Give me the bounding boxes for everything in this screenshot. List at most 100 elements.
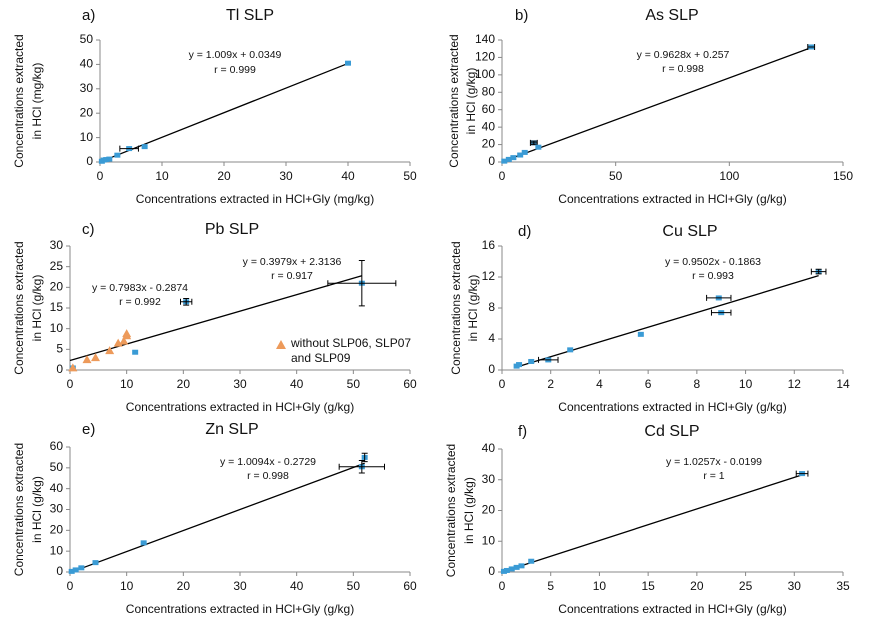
y-axis-label: in HCl (g/kg) [30, 476, 44, 543]
y-tick-label: 10 [482, 533, 496, 547]
point [567, 347, 574, 353]
y-tick-label: 30 [50, 238, 64, 252]
x-tick-label: 5 [547, 579, 554, 593]
panel-label: e) [82, 421, 95, 438]
panel-title: Tl SLP [226, 7, 274, 24]
annotation: r = 0.998 [662, 63, 704, 75]
x-tick-label: 8 [694, 377, 701, 391]
y-tick-label: 4 [488, 331, 495, 345]
annotation: y = 0.3979x + 2.3136 [243, 256, 342, 268]
x-error-bar [807, 43, 816, 50]
x-tick-label: 4 [596, 377, 603, 391]
x-tick-label: 6 [645, 377, 652, 391]
x-tick-label: 0 [67, 579, 74, 593]
y-error-bar [815, 268, 822, 275]
point [503, 567, 510, 573]
point [513, 564, 520, 570]
point [140, 540, 147, 546]
annotation: r = 0.993 [692, 270, 734, 282]
y-axis-label: Concentrations extracted [449, 241, 463, 374]
point [78, 565, 85, 571]
x-tick-label: 20 [177, 579, 191, 593]
y-tick-label: 0 [56, 362, 63, 376]
y-tick-label: 15 [50, 300, 64, 314]
x-tick-label: 0 [499, 377, 506, 391]
x-tick-label: 50 [403, 169, 417, 183]
point [528, 558, 535, 564]
y-axis-label: in HCl (g/kg) [466, 275, 480, 342]
x-tick-label: 30 [788, 579, 802, 593]
point [528, 358, 535, 364]
trendline [99, 62, 349, 163]
point [516, 362, 523, 368]
x-tick-label: 50 [347, 377, 361, 391]
point [92, 560, 99, 566]
x-tick-label: 50 [609, 169, 623, 183]
x-tick-label: 20 [177, 377, 191, 391]
y-tick-label: 10 [50, 543, 64, 557]
x-tick-label: 20 [217, 169, 231, 183]
x-tick-label: 0 [499, 579, 506, 593]
point [68, 363, 78, 372]
y-axis-label: in HCl (mg/kg) [30, 63, 44, 140]
x-tick-label: 15 [641, 579, 655, 593]
legend-label: without SLP06, SLP07 and SLP09 [291, 336, 412, 365]
y-tick-label: 20 [80, 105, 94, 119]
x-tick-label: 20 [690, 579, 704, 593]
point [132, 349, 139, 355]
x-axis-label: Concentrations extracted in HCl+Gly (g/k… [558, 192, 786, 206]
y-tick-label: 20 [482, 503, 496, 517]
panel-title: As SLP [645, 7, 698, 24]
annotation: r = 1 [703, 470, 724, 482]
y-axis-label: in HCl (g/kg) [464, 68, 478, 135]
panel-title: Pb SLP [205, 221, 259, 238]
panel-label: a) [82, 7, 95, 24]
panel-label: d) [518, 223, 531, 240]
y-tick-label: 8 [488, 300, 495, 314]
point [501, 158, 508, 164]
x-axis-label: Concentrations extracted in HCl+Gly (g/k… [558, 400, 786, 414]
x-tick-label: 2 [547, 377, 554, 391]
y-tick-label: 40 [482, 119, 496, 133]
y-tick-label: 100 [475, 67, 495, 81]
y-axis-label: in HCl (g/kg) [30, 275, 44, 342]
annotation: r = 0.998 [247, 470, 289, 482]
y-tick-label: 140 [475, 32, 495, 46]
x-tick-label: 0 [67, 377, 74, 391]
y-axis-label: Concentrations extracted [12, 34, 26, 167]
y-error-bar [183, 297, 190, 306]
x-tick-label: 10 [155, 169, 169, 183]
point [114, 152, 121, 158]
x-tick-label: 10 [120, 377, 134, 391]
annotation: r = 0.999 [214, 64, 256, 76]
annotation: y = 0.9502x - 0.1863 [665, 256, 761, 268]
point [521, 149, 528, 155]
y-tick-label: 120 [475, 50, 495, 64]
point [517, 152, 524, 158]
panel-label: f) [518, 423, 527, 440]
x-error-bar [538, 356, 559, 363]
point [510, 155, 517, 161]
x-tick-label: 10 [739, 377, 753, 391]
y-tick-label: 12 [482, 269, 496, 283]
y-tick-label: 0 [488, 154, 495, 168]
y-tick-label: 20 [50, 280, 64, 294]
y-tick-label: 16 [482, 238, 496, 252]
trendline [69, 462, 365, 574]
x-tick-label: 40 [290, 377, 304, 391]
x-tick-label: 50 [347, 579, 361, 593]
y-tick-label: 5 [56, 342, 63, 356]
point [508, 566, 515, 572]
trendline [513, 275, 819, 369]
annotation: y = 0.7983x - 0.2874 [92, 282, 188, 294]
x-error-bar [710, 309, 732, 316]
point [82, 355, 92, 364]
panel-label: b) [515, 7, 528, 24]
y-axis-label: Concentrations extracted [12, 241, 26, 374]
x-axis-label: Concentrations extracted in HCl+Gly (g/k… [126, 400, 354, 414]
annotation: r = 0.992 [119, 296, 161, 308]
y-tick-label: 20 [50, 523, 64, 537]
x-tick-label: 35 [836, 579, 850, 593]
